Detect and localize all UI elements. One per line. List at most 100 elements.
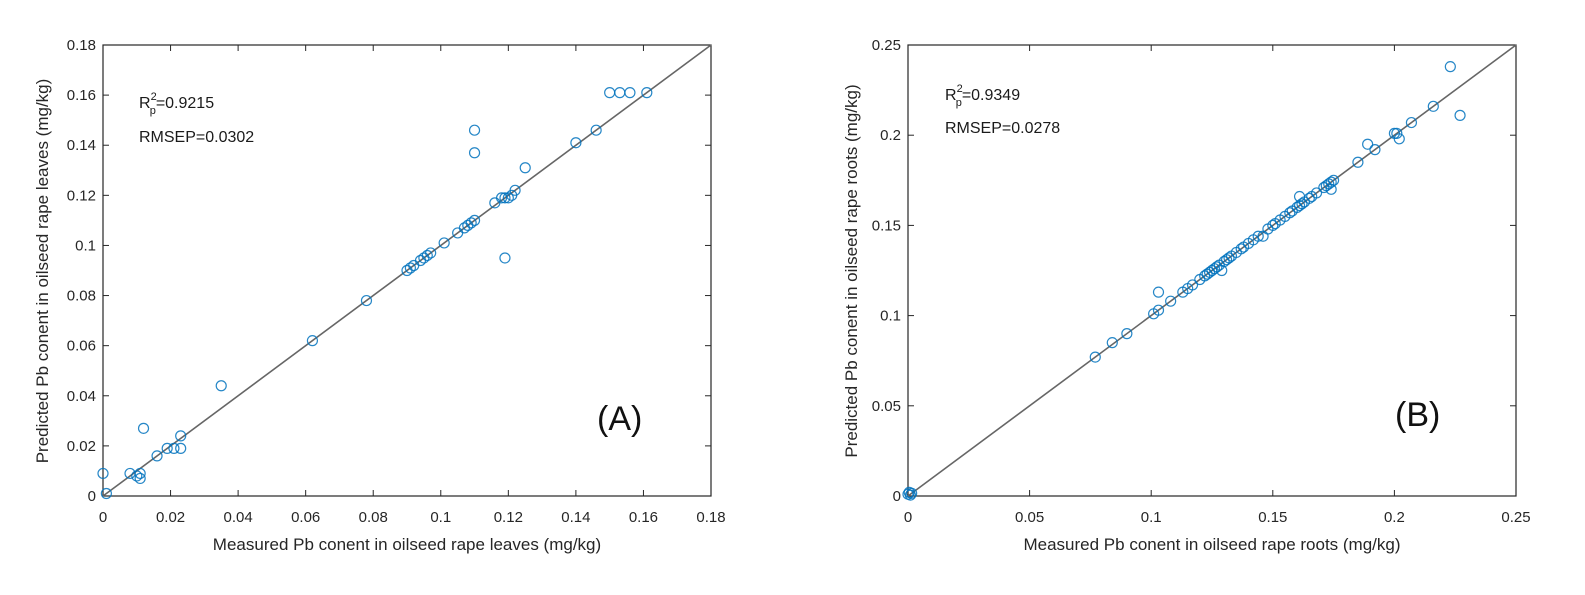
x-tick-label: 0.05 [1015, 509, 1044, 526]
x-tick-label: 0.15 [1258, 509, 1287, 526]
y-tick-label: 0.04 [67, 388, 96, 405]
data-point [499, 252, 511, 264]
data-point [161, 442, 173, 454]
x-tick-label: 0.04 [224, 509, 253, 526]
data-point [499, 192, 511, 204]
data-point [1186, 279, 1199, 291]
data-point [590, 124, 602, 136]
y-tick-label: 0.05 [872, 398, 901, 415]
data-point [1152, 304, 1165, 316]
x-tick-label: 0.18 [696, 509, 725, 526]
data-point [1089, 351, 1101, 363]
y-tick-label: 0 [893, 488, 901, 505]
tick-labels-b: 0 0.05 0.1 0.15 0.2 0.25 0 0.05 0.1 0.15 0.2 0.25 [872, 37, 1531, 526]
data-point [1369, 144, 1381, 156]
x-tick-label: 0.12 [494, 509, 523, 526]
y-tick-label: 0.08 [67, 288, 96, 305]
data-point [137, 422, 150, 434]
data-point [215, 380, 227, 392]
data-point [1252, 230, 1264, 242]
axes-box [102, 44, 712, 497]
data-point [468, 124, 481, 136]
data-point [1405, 116, 1418, 129]
x-axis-title-a: Measured Pb conent in oilseed rape leave… [213, 535, 601, 554]
chart-panel-b: 0 0.05 0.1 0.15 0.2 0.25 0 0.05 0.1 0.15 0.2 0.25 R… [842, 37, 1531, 554]
data-point [134, 467, 146, 480]
data-point [175, 430, 187, 442]
x-tick-label: 0.1 [1141, 509, 1162, 526]
data-point [1106, 337, 1118, 349]
data-point [465, 217, 477, 229]
data-point [906, 487, 918, 499]
data-point [1152, 286, 1165, 298]
data-point [1444, 61, 1456, 73]
data-point [1296, 198, 1308, 210]
x-tick-label: 0 [99, 509, 107, 526]
r2-annotation-b: R2 p=0.9349 [945, 83, 1020, 109]
y-tick-label: 0.1 [75, 237, 96, 254]
data-point [1391, 127, 1403, 139]
data-point [1284, 207, 1296, 219]
tick-labels-a: 0 0.02 0.04 0.06 0.08 0.1 0.12 0.14 0.16 0.18 0 0.0… [67, 37, 726, 526]
data-point [570, 137, 582, 149]
data-point [1352, 156, 1364, 168]
data-point [438, 237, 450, 249]
y-tick-label: 0.06 [67, 338, 96, 355]
data-point [1327, 174, 1340, 186]
y-tick-label: 0.25 [872, 37, 901, 54]
axes-box [907, 44, 1517, 497]
chart-panel-a: 0 0.02 0.04 0.06 0.08 0.1 0.12 0.14 0.16 0.18 0 0.0… [33, 37, 726, 554]
y-tick-label: 0.18 [67, 37, 96, 54]
data-point [904, 489, 917, 501]
data-point [151, 450, 163, 462]
data-point [1121, 328, 1133, 340]
data-point [1427, 100, 1439, 112]
x-tick-label: 0.1 [430, 509, 451, 526]
data-point [1223, 252, 1235, 264]
data-point [306, 335, 319, 347]
data-point [502, 192, 514, 204]
reference-line-a [102, 44, 712, 497]
data-point [1303, 192, 1315, 204]
data-point [1310, 187, 1323, 199]
data-point [1454, 109, 1466, 121]
data-point [468, 147, 481, 159]
rmsep-annotation-a: RMSEP=0.0302 [139, 129, 254, 146]
data-point [97, 467, 109, 480]
panel-label-b: (B) [1395, 396, 1440, 434]
data-point [519, 162, 531, 174]
data-point [134, 472, 146, 485]
data-point [100, 487, 112, 500]
data-point [425, 247, 437, 259]
y-tick-label: 0.15 [872, 217, 901, 234]
data-point [421, 249, 433, 262]
panel-label-a: (A) [597, 400, 642, 438]
y-tick-label: 0.12 [67, 187, 96, 204]
y-axis-title-b: Predicted Pb conent in oilseed rape root… [842, 84, 861, 457]
x-tick-label: 0.02 [156, 509, 185, 526]
data-point [175, 442, 187, 454]
data-point [495, 192, 508, 204]
y-axis-title-a: Predicted Pb conent in oilseed rape leav… [33, 79, 52, 464]
x-tick-label: 0 [904, 509, 912, 526]
x-tick-label: 0.14 [561, 509, 590, 526]
data-point [1165, 295, 1177, 307]
y-tick-label: 0.16 [67, 87, 96, 104]
data-point [1325, 176, 1337, 188]
data-point [168, 442, 180, 454]
data-point [131, 470, 143, 482]
data-point [509, 184, 521, 196]
y-tick-label: 0 [88, 488, 96, 505]
x-tick-label: 0.08 [359, 509, 388, 526]
y-tick-label: 0.2 [880, 127, 901, 144]
rmsep-annotation-b: RMSEP=0.0278 [945, 120, 1060, 137]
data-point [614, 87, 626, 99]
data-point [1235, 243, 1247, 255]
x-tick-label: 0.16 [629, 509, 658, 526]
x-tick-label: 0.2 [1384, 509, 1405, 526]
x-axis-title-b: Measured Pb conent in oilseed rape roots… [1023, 535, 1400, 554]
data-point [604, 87, 616, 99]
data-points-b [902, 61, 1466, 501]
y-tick-label: 0.02 [67, 438, 96, 455]
